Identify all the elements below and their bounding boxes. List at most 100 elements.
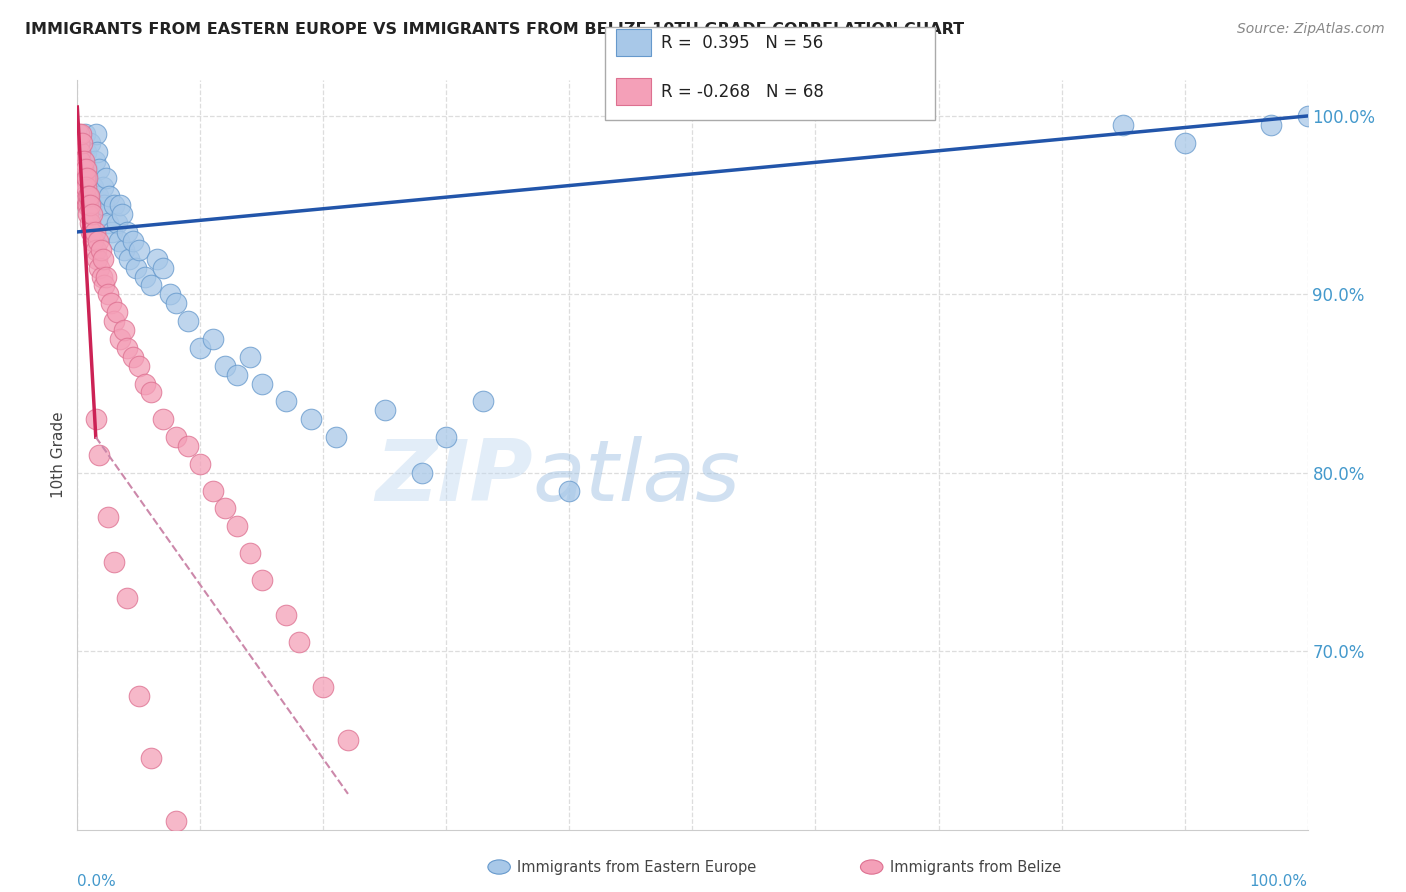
Point bbox=[121, 234, 143, 248]
Point bbox=[97, 510, 120, 524]
Point bbox=[299, 412, 322, 426]
Point bbox=[75, 180, 97, 194]
Point bbox=[93, 278, 115, 293]
Point bbox=[90, 269, 114, 284]
Point bbox=[134, 269, 156, 284]
Point bbox=[1260, 118, 1282, 132]
Point bbox=[67, 127, 90, 141]
Point bbox=[103, 198, 125, 212]
Point bbox=[115, 591, 138, 605]
Point bbox=[436, 430, 458, 444]
Point bbox=[72, 162, 94, 177]
Point bbox=[115, 341, 138, 355]
Point bbox=[75, 189, 97, 203]
Point bbox=[77, 207, 100, 221]
Point bbox=[226, 368, 249, 382]
Point bbox=[146, 252, 169, 266]
Point bbox=[558, 483, 581, 498]
Point bbox=[188, 457, 212, 471]
Point bbox=[89, 260, 111, 275]
Point bbox=[141, 278, 163, 293]
Point bbox=[94, 269, 117, 284]
Point bbox=[112, 243, 135, 257]
Point bbox=[83, 225, 105, 239]
Point bbox=[73, 153, 96, 168]
Point bbox=[188, 341, 212, 355]
Text: ZIP: ZIP bbox=[375, 436, 533, 519]
Point bbox=[472, 394, 495, 409]
Point bbox=[70, 127, 93, 141]
Point bbox=[87, 189, 110, 203]
Point bbox=[177, 314, 200, 328]
Point bbox=[80, 225, 103, 239]
Point bbox=[276, 394, 298, 409]
Text: R =  0.395   N = 56: R = 0.395 N = 56 bbox=[661, 34, 823, 52]
Point bbox=[165, 430, 187, 444]
Point bbox=[226, 519, 249, 533]
Point bbox=[89, 162, 111, 177]
Point bbox=[72, 171, 94, 186]
Point bbox=[276, 608, 298, 623]
Point bbox=[79, 198, 101, 212]
Point bbox=[79, 136, 101, 150]
Point bbox=[91, 252, 114, 266]
Text: IMMIGRANTS FROM EASTERN EUROPE VS IMMIGRANTS FROM BELIZE 10TH GRADE CORRELATION : IMMIGRANTS FROM EASTERN EUROPE VS IMMIGR… bbox=[25, 22, 965, 37]
Point bbox=[76, 171, 98, 186]
Point bbox=[100, 296, 122, 310]
Point bbox=[111, 207, 132, 221]
Point bbox=[118, 252, 141, 266]
Text: Immigrants from Eastern Europe: Immigrants from Eastern Europe bbox=[517, 860, 756, 874]
Point bbox=[1112, 118, 1135, 132]
Point bbox=[86, 252, 108, 266]
Point bbox=[91, 180, 114, 194]
Point bbox=[98, 189, 121, 203]
Point bbox=[103, 555, 125, 569]
Point bbox=[77, 189, 100, 203]
Point bbox=[250, 573, 273, 587]
Point bbox=[70, 136, 93, 150]
Point bbox=[94, 171, 117, 186]
Point bbox=[239, 350, 262, 364]
Point bbox=[84, 412, 107, 426]
Point bbox=[86, 145, 108, 159]
Point bbox=[141, 751, 163, 765]
Point bbox=[159, 287, 181, 301]
Point bbox=[152, 260, 174, 275]
Point bbox=[72, 180, 94, 194]
Point bbox=[82, 234, 104, 248]
Point bbox=[125, 260, 148, 275]
Point bbox=[70, 162, 93, 177]
Point bbox=[165, 814, 187, 828]
Point bbox=[97, 287, 120, 301]
Point bbox=[76, 198, 98, 212]
Point bbox=[82, 198, 104, 212]
Point bbox=[84, 243, 107, 257]
Point bbox=[312, 680, 335, 694]
Point bbox=[90, 207, 114, 221]
Point bbox=[1296, 109, 1319, 123]
Point bbox=[79, 216, 101, 230]
Point bbox=[72, 180, 94, 194]
Text: atlas: atlas bbox=[533, 436, 741, 519]
Point bbox=[82, 207, 104, 221]
Point bbox=[83, 153, 105, 168]
Point bbox=[89, 448, 111, 462]
Point bbox=[84, 127, 107, 141]
Point bbox=[165, 296, 187, 310]
Point bbox=[337, 733, 360, 747]
Point bbox=[325, 430, 347, 444]
Point bbox=[101, 225, 124, 239]
Point bbox=[97, 216, 120, 230]
Point bbox=[201, 483, 224, 498]
Point bbox=[93, 198, 115, 212]
Point bbox=[115, 225, 138, 239]
Point bbox=[77, 171, 100, 186]
Point bbox=[110, 198, 132, 212]
Point bbox=[69, 153, 91, 168]
Point bbox=[87, 234, 110, 248]
Point bbox=[128, 243, 150, 257]
Point bbox=[67, 136, 90, 150]
Point bbox=[128, 359, 150, 373]
Point bbox=[73, 171, 96, 186]
Text: 100.0%: 100.0% bbox=[1250, 874, 1308, 889]
